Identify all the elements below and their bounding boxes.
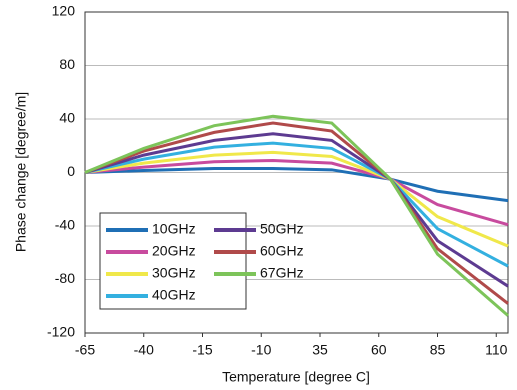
y-tick-label: 80 — [59, 56, 75, 72]
legend-label: 30GHz — [152, 265, 196, 281]
series-line — [84, 132, 509, 288]
y-tick-label: 40 — [59, 110, 75, 126]
y-axis-label: Phase change [degree/m] — [13, 92, 29, 252]
legend-label: 20GHz — [152, 243, 196, 259]
x-tick-label: -15 — [192, 342, 212, 358]
x-tick-label: 85 — [430, 342, 446, 358]
legend: 10GHz 20GHz 30GHz 40GHz 50GHz 60GHz 67GHz — [99, 212, 304, 310]
legend-label: 50GHz — [260, 221, 304, 237]
x-tick-label: -40 — [134, 342, 154, 358]
series-line — [84, 114, 509, 317]
y-tick-label: 0 — [67, 163, 75, 179]
y-tick-label: -80 — [55, 270, 75, 286]
x-tick-label: -65 — [75, 342, 95, 358]
series-line — [84, 150, 509, 248]
x-tick-label: 110 — [485, 342, 508, 358]
x-axis-label: Temperature [degree C] — [222, 369, 370, 385]
y-tick-label: -40 — [55, 217, 75, 233]
legend-label: 40GHz — [152, 287, 196, 303]
series-line — [84, 166, 509, 203]
legend-label: 60GHz — [260, 243, 304, 259]
series-line — [84, 121, 509, 305]
series-line — [84, 141, 509, 268]
x-tick-label: 60 — [371, 342, 387, 358]
series-line — [84, 158, 509, 227]
x-tick-label: 35 — [312, 342, 328, 358]
y-tick-label: -120 — [47, 324, 75, 340]
legend-label: 10GHz — [152, 221, 196, 237]
y-tick-label: 120 — [52, 3, 76, 19]
x-tick-label: -10 — [251, 342, 271, 358]
legend-label: 67GHz — [260, 265, 304, 281]
